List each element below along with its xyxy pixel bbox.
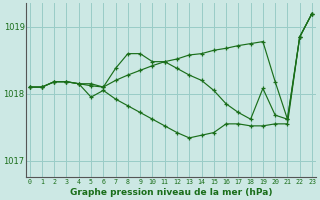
X-axis label: Graphe pression niveau de la mer (hPa): Graphe pression niveau de la mer (hPa) <box>69 188 272 197</box>
